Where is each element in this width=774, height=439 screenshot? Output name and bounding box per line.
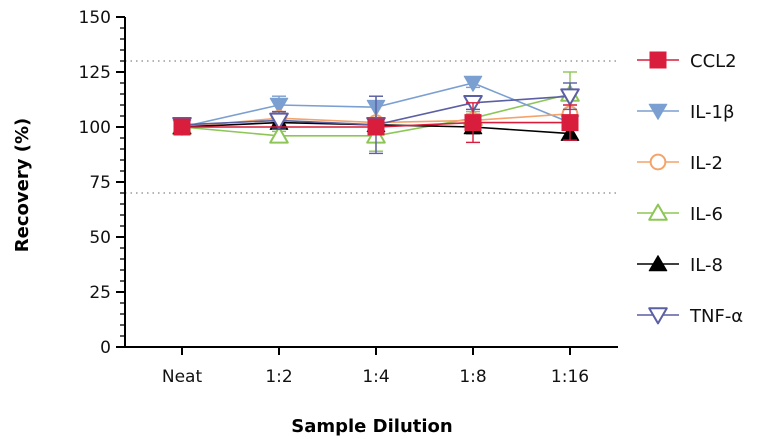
- x-axis-title: Sample Dilution: [291, 416, 452, 437]
- x-tick-label: 1:4: [362, 367, 389, 387]
- legend-item: TNF-α: [637, 306, 743, 327]
- series-line: [182, 121, 570, 128]
- y-tick-label: 0: [100, 338, 111, 358]
- legend-marker: [648, 203, 668, 221]
- y-tick-label: 75: [89, 173, 111, 193]
- legend-marker: [648, 103, 668, 120]
- y-tick-label: 100: [79, 118, 111, 138]
- data-point: [464, 114, 482, 132]
- series-TNF-α: [172, 82, 580, 155]
- y-tick-label: 50: [89, 228, 111, 248]
- plot-series: [172, 71, 580, 155]
- legend-label: IL-8: [690, 255, 723, 276]
- legend-item: IL-8: [637, 255, 723, 276]
- legend-marker: [649, 153, 667, 171]
- axes: 0 25 50 75 100 125 150 Neat 1:2 1:4 1:8 1:16: [79, 8, 618, 387]
- x-tick-label: 1:2: [265, 367, 292, 387]
- data-point: [269, 126, 289, 144]
- legend-marker: [649, 51, 667, 69]
- data-point: [269, 97, 289, 114]
- legend-label: IL-2: [690, 153, 723, 174]
- legend-label: TNF-α: [689, 306, 743, 327]
- legend-label: IL-1β: [690, 102, 734, 123]
- y-axis-title: Recovery (%): [12, 118, 33, 252]
- data-point: [269, 112, 289, 130]
- y-tick-label: 150: [79, 8, 111, 28]
- data-point: [367, 118, 385, 136]
- legend: CCL2 IL-1β IL-2 IL-6 IL-8 TNF-α: [637, 51, 743, 327]
- x-tick-label: 1:8: [459, 367, 486, 387]
- x-tick-label: Neat: [162, 367, 203, 387]
- data-point: [560, 88, 580, 106]
- legend-marker: [648, 307, 668, 325]
- data-point: [463, 75, 483, 92]
- legend-label: CCL2: [690, 51, 737, 72]
- data-point: [173, 118, 191, 136]
- legend-marker: [648, 255, 668, 272]
- y-tick-label: 25: [89, 283, 111, 303]
- y-tick-label: 125: [79, 63, 111, 83]
- legend-item: IL-2: [637, 153, 723, 174]
- legend-item: IL-1β: [637, 102, 734, 123]
- series-CCL2: [173, 102, 579, 144]
- legend-label: IL-6: [690, 204, 723, 225]
- x-tick-label: 1:16: [551, 367, 589, 387]
- legend-item: CCL2: [637, 51, 737, 72]
- data-point: [561, 114, 579, 132]
- legend-item: IL-6: [637, 203, 723, 225]
